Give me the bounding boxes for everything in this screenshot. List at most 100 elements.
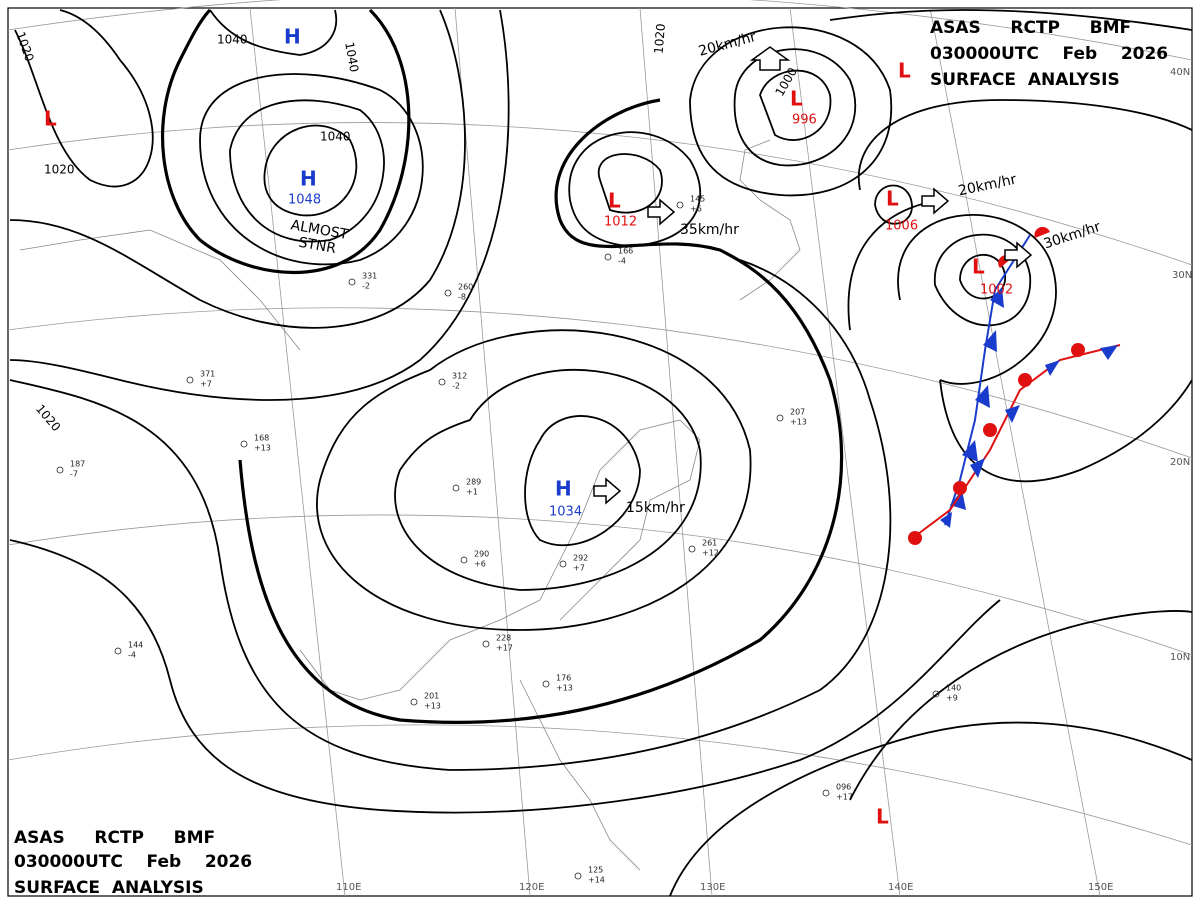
station-tendency: -2 — [362, 282, 370, 291]
station-pressure: 371 — [200, 370, 215, 379]
station-pressure: 207 — [790, 408, 805, 417]
lat-label: 40N — [1170, 67, 1190, 78]
station-tendency: +17 — [836, 793, 853, 802]
station-marker — [240, 440, 248, 448]
station-marker — [676, 201, 684, 209]
lat-label: 20N — [1170, 457, 1190, 468]
pressure-centers: H 1048 H 1034 L 1012 L 996 L 1006 L 1002… — [44, 25, 1013, 829]
isobar-label: 1040 — [320, 130, 351, 144]
header-bottom: ASAS RCTP BMF 030000UTC Feb 2026 SURFACE… — [14, 828, 252, 898]
lon-label: 120E — [519, 882, 544, 893]
header-top: ASAS RCTP BMF 030000UTC Feb 2026 SURFACE… — [930, 18, 1168, 90]
station-pressure: 228 — [496, 634, 511, 643]
station-pressure: 312 — [452, 372, 467, 381]
low-symbol: L — [44, 107, 57, 131]
station-tendency: +12 — [702, 549, 719, 558]
station-marker — [604, 253, 612, 261]
station-marker — [460, 556, 468, 564]
station-tendency: -7 — [70, 470, 78, 479]
station-marker — [822, 789, 830, 797]
low-pressure: 996 — [792, 113, 817, 128]
lat-label: 30N — [1172, 270, 1192, 281]
low-symbol: L — [886, 187, 899, 211]
high-pressure: 1034 — [549, 505, 582, 520]
isobar-label: 1040 — [217, 33, 248, 47]
high-pressure: 1048 — [288, 193, 321, 208]
station-marker — [452, 484, 460, 492]
station-pressure: 260 — [458, 283, 473, 292]
station-pressure: 289 — [466, 478, 481, 487]
station-marker — [932, 690, 940, 698]
graticule — [7, 0, 1193, 897]
low-symbol: L — [972, 255, 985, 279]
motion-arrows — [593, 46, 1033, 505]
low-pressure: 1002 — [980, 283, 1013, 298]
low-symbol: L — [790, 87, 803, 111]
isobar-label: 1020 — [44, 163, 75, 177]
lon-label: 130E — [700, 882, 725, 893]
isobar-label: 1040 — [342, 41, 361, 74]
station-marker — [114, 647, 122, 655]
station-pressure: 096 — [836, 783, 851, 792]
station-tendency: +17 — [496, 644, 513, 653]
station-pressure: 187 — [70, 460, 85, 469]
station-marker — [186, 376, 194, 384]
station-pressure: 261 — [702, 539, 717, 548]
isobar-label: 1020 — [651, 23, 668, 55]
station-marker — [348, 278, 356, 286]
motion-label: 35km/hr — [680, 222, 739, 238]
low-pressure: 1012 — [604, 215, 637, 230]
high-symbol: H — [555, 477, 572, 501]
lon-label: 150E — [1088, 882, 1113, 893]
station-pressure: 166 — [618, 247, 633, 256]
isobars — [9, 8, 1193, 897]
high-symbol: H — [300, 167, 317, 191]
station-marker — [482, 640, 490, 648]
low-symbol: L — [898, 59, 911, 83]
station-marker — [574, 872, 582, 880]
coastline — [19, 139, 801, 871]
header-line: 030000UTC Feb 2026 — [930, 44, 1168, 64]
station-tendency: +9 — [946, 694, 958, 703]
station-marker — [56, 466, 64, 474]
station-tendency: +13 — [254, 444, 271, 453]
station-marker — [444, 289, 452, 297]
station-pressure: 145 — [690, 195, 705, 204]
station-pressure: 144 — [128, 641, 143, 650]
station-tendency: +13 — [790, 418, 807, 427]
station-tendency: +6 — [474, 560, 486, 569]
station-marker — [688, 545, 696, 553]
annotation-text: STNR — [297, 235, 337, 257]
station-pressure: 292 — [573, 554, 588, 563]
station-pressure: 168 — [254, 434, 269, 443]
header-line: ASAS RCTP BMF — [930, 18, 1131, 38]
station-tendency: +14 — [588, 876, 605, 885]
header-line: SURFACE ANALYSIS — [14, 878, 204, 898]
station-tendency: -4 — [618, 257, 626, 266]
longitude-labels: 110E 120E 130E 140E 150E — [336, 882, 1113, 893]
motion-label: 15km/hr — [626, 500, 685, 516]
map-frame — [7, 7, 1193, 897]
station-tendency: +1 — [466, 488, 478, 497]
high-symbol: H — [284, 25, 301, 49]
station-tendency: +7 — [573, 564, 585, 573]
station-marker — [410, 698, 418, 706]
station-tendency: +13 — [556, 684, 573, 693]
station-pressure: 140 — [946, 684, 961, 693]
station-pressure: 125 — [588, 866, 603, 875]
low-symbol: L — [608, 189, 621, 213]
station-marker — [542, 680, 550, 688]
station-tendency: +13 — [424, 702, 441, 711]
station-tendency: -4 — [128, 651, 136, 660]
station-pressure: 201 — [424, 692, 439, 701]
header-line: SURFACE ANALYSIS — [930, 70, 1120, 90]
station-marker — [438, 378, 446, 386]
station-marker — [776, 414, 784, 422]
lat-label: 10N — [1170, 652, 1190, 663]
header-line: 030000UTC Feb 2026 — [14, 852, 252, 872]
station-tendency: -8 — [458, 293, 466, 302]
latitude-labels: 40N 30N 20N 10N — [1170, 67, 1192, 663]
low-symbol: L — [876, 805, 889, 829]
station-tendency: +7 — [200, 380, 212, 389]
station-tendency: +6 — [690, 205, 702, 214]
